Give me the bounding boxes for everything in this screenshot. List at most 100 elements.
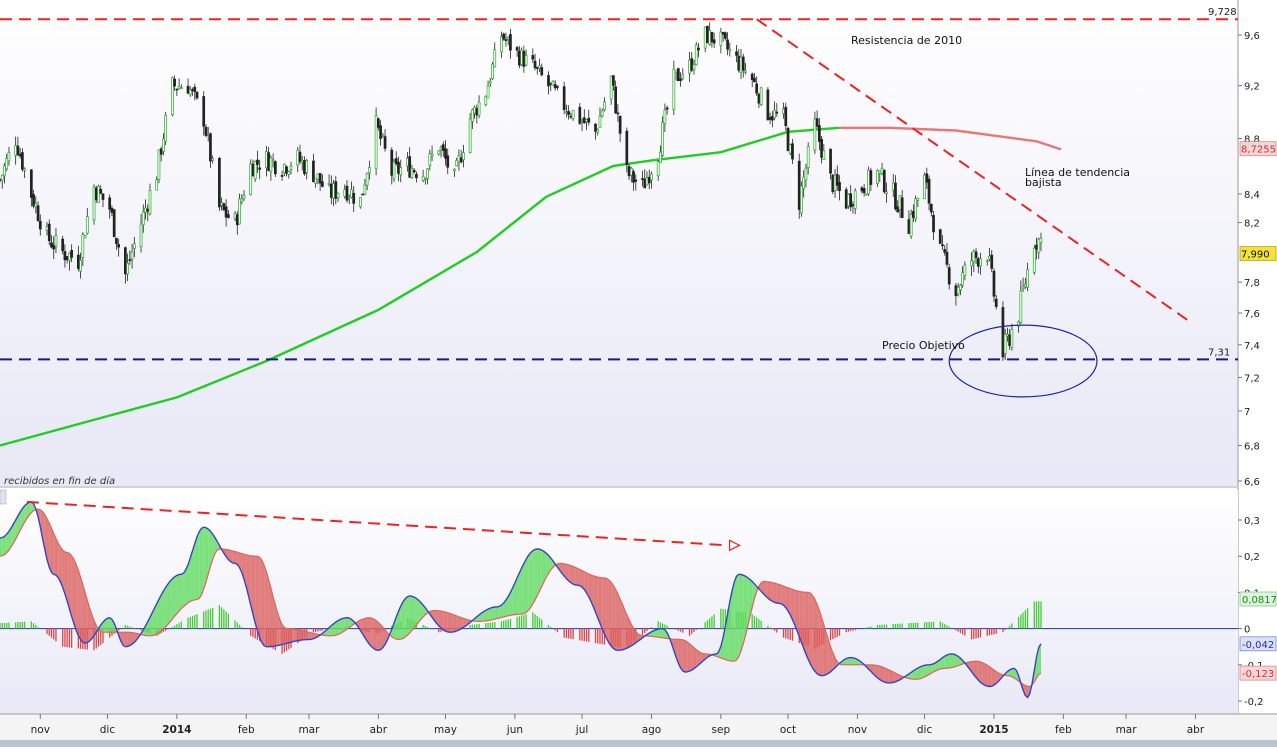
candle-body bbox=[132, 243, 136, 249]
oscillator-fill bbox=[304, 631, 307, 640]
oscillator-fill bbox=[235, 551, 238, 565]
oscillator-fill bbox=[929, 664, 932, 675]
candle-body bbox=[853, 190, 857, 209]
candle-body bbox=[632, 171, 635, 183]
oscillator-fill bbox=[409, 596, 412, 634]
oscillator-fill bbox=[886, 668, 889, 683]
candle-body bbox=[63, 251, 67, 261]
candle-body bbox=[390, 149, 394, 176]
oscillator-fill bbox=[125, 632, 128, 647]
oscillator-fill bbox=[774, 583, 777, 604]
candle-body bbox=[945, 251, 949, 265]
candle-body bbox=[437, 150, 441, 155]
oscillator-fill bbox=[700, 652, 703, 663]
oscillator-fill bbox=[197, 531, 200, 600]
price-tag-label: 7,990 bbox=[1241, 250, 1270, 261]
candle-body bbox=[766, 89, 770, 121]
oscillator-fill bbox=[420, 602, 424, 620]
candle-body bbox=[488, 80, 492, 84]
x-tick-label: abr bbox=[370, 724, 388, 736]
candle-body bbox=[757, 93, 761, 104]
candle-body bbox=[459, 157, 463, 163]
candle-body bbox=[941, 244, 944, 247]
price-tag-box bbox=[1239, 141, 1277, 157]
oscillator-fill bbox=[848, 657, 851, 665]
indicator-tag-box bbox=[1239, 591, 1277, 607]
oscillator-fill bbox=[696, 649, 699, 667]
candle-body bbox=[741, 56, 745, 71]
candle-body bbox=[65, 256, 69, 261]
oscillator-fill bbox=[548, 555, 551, 574]
oscillator-fill bbox=[597, 577, 600, 624]
candle-body bbox=[661, 122, 665, 156]
candle-body bbox=[947, 267, 951, 285]
candle-body bbox=[124, 247, 127, 275]
oscillator-fill bbox=[691, 645, 694, 671]
oscillator-fill bbox=[826, 632, 829, 675]
oscillator-fill bbox=[11, 524, 14, 547]
candle-body bbox=[457, 155, 461, 163]
oscillator-fill bbox=[78, 570, 81, 640]
candle-body bbox=[226, 214, 230, 218]
candle-body bbox=[365, 173, 369, 186]
candle-body bbox=[659, 151, 662, 164]
horizontal-scrollbar[interactable] bbox=[0, 740, 1277, 747]
oscillator-fill bbox=[785, 586, 789, 611]
indicator-y-tick-label: 0,2 bbox=[1244, 552, 1260, 563]
candle-body bbox=[177, 86, 181, 90]
oscillator-fill bbox=[946, 654, 950, 669]
oscillator-fill bbox=[521, 563, 524, 615]
candle-body bbox=[383, 136, 387, 149]
oscillator-fill bbox=[284, 627, 287, 644]
candle-body bbox=[312, 160, 315, 183]
oscillator-fill bbox=[794, 590, 797, 631]
candle-body bbox=[500, 36, 503, 53]
candle-body bbox=[117, 244, 121, 248]
candle-body bbox=[721, 31, 725, 35]
candle-body bbox=[415, 173, 418, 179]
oscillator-fill bbox=[779, 584, 782, 604]
candle-body bbox=[412, 169, 416, 173]
oscillator-fill bbox=[514, 577, 518, 615]
oscillator-fill bbox=[1014, 668, 1017, 680]
candle-body bbox=[556, 85, 559, 88]
price-tag-label: 9,728 bbox=[1208, 7, 1237, 18]
candle-body bbox=[47, 223, 51, 242]
oscillator-fill bbox=[76, 564, 79, 636]
oscillator-fill bbox=[897, 674, 900, 681]
candle-body bbox=[171, 77, 174, 116]
oscillator-fill bbox=[181, 573, 184, 609]
panel-handle[interactable] bbox=[0, 489, 7, 505]
candle-body bbox=[815, 118, 819, 127]
oscillator-fill bbox=[89, 607, 92, 642]
indicator-tag-label: -0,042 bbox=[1242, 640, 1274, 651]
candle-body bbox=[647, 176, 651, 184]
candle-body bbox=[750, 73, 754, 80]
oscillator-fill bbox=[989, 666, 992, 687]
oscillator-fill bbox=[599, 577, 603, 629]
candle-body bbox=[204, 126, 208, 137]
oscillator-fill bbox=[783, 586, 786, 608]
oscillator-fill bbox=[595, 576, 598, 618]
candle-body bbox=[314, 177, 318, 184]
candle-body bbox=[876, 170, 879, 184]
oscillator-fill bbox=[501, 603, 504, 618]
oscillator-fill bbox=[185, 564, 189, 605]
price-tag: 9,728 bbox=[1208, 7, 1237, 18]
oscillator-fill bbox=[344, 617, 347, 631]
candle-body bbox=[327, 183, 331, 185]
candle-body bbox=[222, 203, 226, 211]
oscillator-fill bbox=[333, 622, 336, 636]
price-y-tick-label: 7,6 bbox=[1244, 309, 1260, 320]
oscillator-fill bbox=[306, 631, 309, 640]
candle-body bbox=[697, 47, 700, 51]
price-y-tick-label: 6,8 bbox=[1244, 441, 1260, 452]
candle-body bbox=[898, 195, 902, 210]
candle-body bbox=[224, 206, 228, 218]
oscillator-fill bbox=[765, 581, 768, 599]
oscillator-fill bbox=[770, 582, 773, 602]
candle-body bbox=[643, 178, 647, 189]
oscillator-fill bbox=[993, 670, 997, 686]
oscillator-fill bbox=[823, 624, 827, 676]
candle-body bbox=[76, 254, 80, 269]
